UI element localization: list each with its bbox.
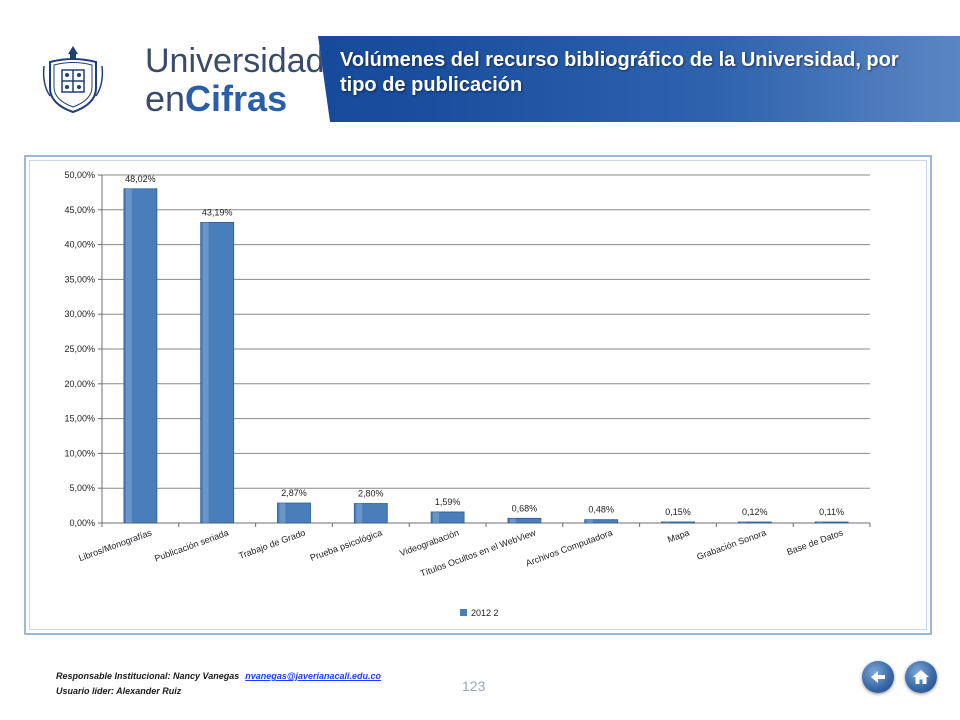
data-label: 0,68% xyxy=(512,503,538,513)
bar xyxy=(123,188,158,524)
data-label: 43,19% xyxy=(202,207,233,217)
footer-email-link[interactable]: nvanegas@javerianacali.edu.co xyxy=(245,671,382,681)
data-label: 0,48% xyxy=(588,505,614,515)
logo-panel: Universidad enCifras xyxy=(0,36,330,122)
data-label: 2,87% xyxy=(281,488,307,498)
y-tick-label: 40,00% xyxy=(64,240,95,250)
y-tick-label: 10,00% xyxy=(64,448,95,458)
chart-frame xyxy=(24,155,932,635)
y-tick-label: 15,00% xyxy=(64,414,95,424)
data-label: 0,15% xyxy=(665,507,691,517)
legend-entry: 2012 2 xyxy=(471,608,499,618)
brand-accent: Cifras xyxy=(185,78,288,119)
bar xyxy=(507,517,542,524)
slide-title: Volúmenes del recurso bibliográfico de l… xyxy=(340,49,899,96)
category-label: Base de Datos xyxy=(785,527,844,557)
bar-highlight xyxy=(817,522,824,523)
brand-prefix: en xyxy=(145,78,186,119)
y-tick-label: 5,00% xyxy=(69,483,95,493)
back-button[interactable] xyxy=(862,661,894,693)
bar xyxy=(814,521,849,524)
data-label: 0,12% xyxy=(742,507,768,517)
chart-frame-inner xyxy=(29,160,927,630)
university-seal-logo xyxy=(42,46,104,114)
bar xyxy=(430,511,465,524)
home-button[interactable] xyxy=(905,661,937,693)
bar-highlight xyxy=(125,188,132,523)
y-tick-label: 50,00% xyxy=(64,170,95,180)
y-tick-label: 20,00% xyxy=(64,379,95,389)
bar xyxy=(584,519,619,524)
data-label: 2,80% xyxy=(358,489,384,499)
bar xyxy=(200,221,235,524)
bar-highlight xyxy=(663,521,670,523)
bar-highlight xyxy=(279,503,286,523)
data-label: 0,11% xyxy=(819,507,844,517)
bar-highlight xyxy=(202,222,209,524)
y-tick-label: 25,00% xyxy=(64,344,95,354)
bar xyxy=(737,521,772,524)
page-number: 123 xyxy=(462,678,486,694)
y-tick-label: 30,00% xyxy=(64,309,95,319)
data-label: 48,02% xyxy=(125,174,156,184)
footer-responsible-label: Responsable Institucional: Nancy Vanegas xyxy=(56,671,240,681)
category-label: Grabación Sonora xyxy=(695,527,767,561)
y-tick-label: 45,00% xyxy=(64,205,95,215)
category-label: Publicación seriada xyxy=(153,527,230,563)
bar-highlight xyxy=(356,503,363,523)
legend-swatch xyxy=(460,609,467,616)
bar xyxy=(277,502,311,524)
y-tick-label: 0,00% xyxy=(69,518,95,528)
back-arrow-icon xyxy=(871,671,885,683)
footer-leader: Usuario líder: Alexander Ruiz xyxy=(56,686,182,696)
category-label: Archivos Computadora xyxy=(524,527,613,568)
data-label: 1,59% xyxy=(435,497,461,507)
bar xyxy=(661,521,695,524)
home-icon xyxy=(913,670,929,684)
brand-title-line2: enCifras xyxy=(145,78,287,120)
category-label: Libros/Monografías xyxy=(77,527,153,563)
bar-highlight xyxy=(433,511,440,523)
category-label: Prueba psicológica xyxy=(309,527,384,562)
y-tick-label: 35,00% xyxy=(64,274,95,284)
category-label: Mapa xyxy=(666,527,691,544)
category-label: Trabajo de Grado xyxy=(237,527,306,560)
bar-highlight xyxy=(740,522,747,523)
category-label: Videograbación xyxy=(398,527,460,558)
footer-responsible: Responsable Institucional: Nancy Vanegas… xyxy=(56,671,381,681)
header-banner: Universidad enCifras Volúmenes del recur… xyxy=(0,36,960,122)
bar-highlight xyxy=(509,518,516,523)
bar-highlight xyxy=(586,519,593,523)
brand-title-line1: Universidad xyxy=(145,42,325,80)
bar xyxy=(353,503,388,524)
